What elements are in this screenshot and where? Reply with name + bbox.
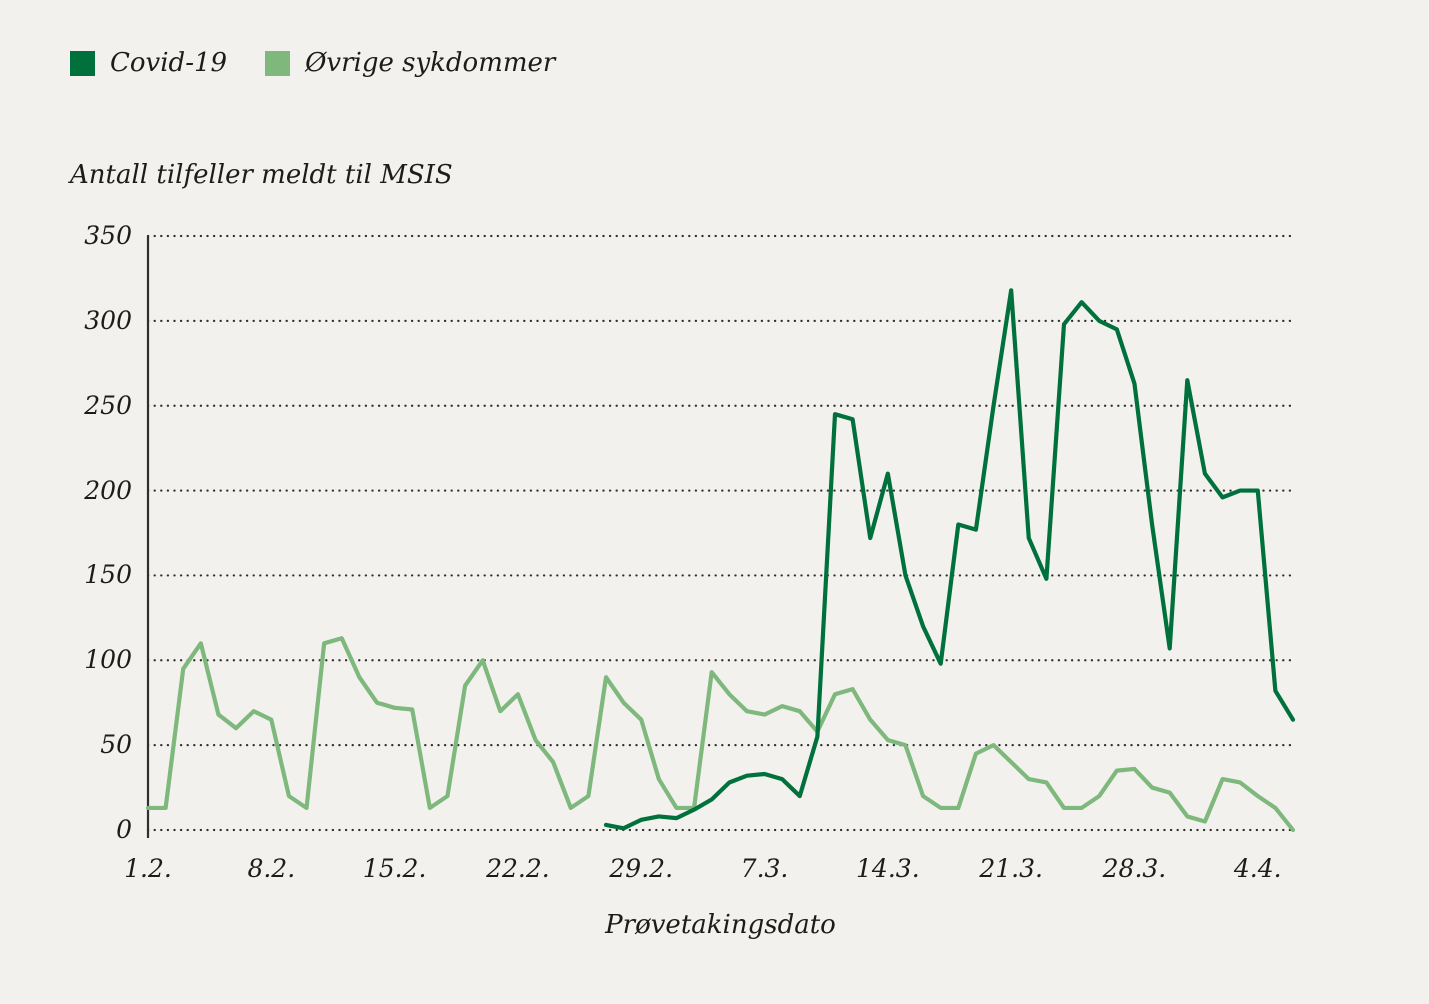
x-tick-label: 28.3. <box>1102 854 1167 883</box>
x-axis-title: Prøvetakingsdato <box>605 910 836 940</box>
x-tick-label: 1.2. <box>124 854 172 883</box>
legend-item-covid19: Covid-19 <box>70 50 227 76</box>
covid19-legend-label: Covid-19 <box>110 48 228 78</box>
x-tick-label: 29.2. <box>609 854 674 883</box>
other-diseases-legend-label: Øvrige sykdommer <box>305 48 556 78</box>
covid19-swatch-icon <box>70 50 95 76</box>
y-tick-label: 200 <box>84 475 132 505</box>
y-tick-label: 300 <box>84 305 132 335</box>
other-diseases-swatch-icon <box>265 50 291 76</box>
x-tick-label: 7.3. <box>740 854 789 883</box>
y-axis-title: Antall tilfeller meldt til MSIS <box>70 160 453 190</box>
y-tick-label: 100 <box>84 645 132 675</box>
x-tick-label: 14.3. <box>856 854 920 883</box>
series-line-covid-19 <box>603 288 1296 831</box>
y-tick-label: 150 <box>84 560 132 590</box>
x-tick-label: 21.3. <box>979 854 1043 883</box>
y-tick-label: 350 <box>84 221 132 250</box>
legend: Covid-19 Øvrige sykdommer <box>70 50 555 76</box>
y-tick-label: 250 <box>84 390 132 420</box>
x-tick-label: 22.2. <box>486 854 550 883</box>
x-tick-label: 15.2. <box>362 854 427 883</box>
series-line--vrige-sykdommer <box>145 636 1296 833</box>
x-tick-label: 4.4. <box>1233 854 1282 883</box>
x-tick-label: 8.2. <box>247 854 296 883</box>
legend-item-other-diseases: Øvrige sykdommer <box>265 50 555 76</box>
y-tick-label: 50 <box>100 730 132 760</box>
y-tick-label: 0 <box>116 815 132 844</box>
